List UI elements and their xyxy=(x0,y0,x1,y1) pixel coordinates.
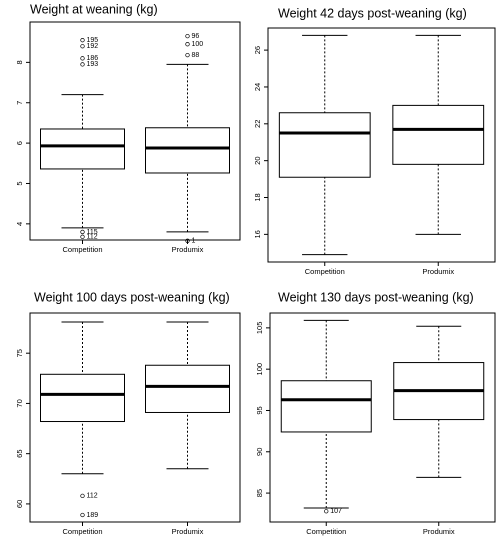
box xyxy=(145,127,230,174)
y-tick-label: 24 xyxy=(253,83,262,91)
y-tick-label: 8 xyxy=(15,60,24,64)
box xyxy=(278,112,371,178)
y-tick-label: 60 xyxy=(15,500,24,508)
chart-title: Weight at weaning (kg) xyxy=(30,2,158,16)
box xyxy=(40,128,125,170)
y-tick-label: 5 xyxy=(15,181,24,185)
panel: Weight 100 days post-weaning (kg) 60 65 70 7… xyxy=(15,290,241,536)
x-tick-label: Competition xyxy=(62,527,102,536)
outlier xyxy=(185,42,190,47)
plot-frame xyxy=(269,312,496,523)
chart-title: Weight 130 days post-weaning (kg) xyxy=(278,290,474,304)
outlier-label: 1 xyxy=(192,238,196,245)
plot-frame xyxy=(29,21,241,241)
outlier-label: 186 xyxy=(87,55,99,62)
outlier-label: 189 xyxy=(87,512,99,519)
x-tick-label: Produmix xyxy=(172,527,204,536)
outlier-label: 112 xyxy=(87,234,98,241)
y-tick-label: 7 xyxy=(15,101,24,105)
outlier xyxy=(185,238,190,243)
y-tick-label: 16 xyxy=(253,230,262,238)
panel: Weight at weaning (kg)45678Competition19… xyxy=(15,2,241,254)
outlier-label: 192 xyxy=(87,43,99,50)
y-tick-label: 70 xyxy=(15,399,24,407)
y-tick-label: 85 xyxy=(255,489,264,497)
x-tick-label: Produmix xyxy=(422,267,454,276)
outlier xyxy=(185,33,190,39)
x-tick-label: Competition xyxy=(62,245,102,254)
outlier-label: 88 xyxy=(192,52,200,59)
x-tick-label: Competition xyxy=(305,267,345,276)
plot-frame xyxy=(267,27,496,263)
outlier xyxy=(80,62,85,67)
panel: Weight 130 days post-weaning (kg) 85 90 95 1… xyxy=(255,290,496,536)
outlier-label: 115 xyxy=(87,229,98,236)
y-tick-label: 65 xyxy=(15,450,24,458)
outlier-label: 100 xyxy=(192,41,204,48)
box xyxy=(280,380,372,433)
outlier xyxy=(324,509,329,514)
y-tick-label: 90 xyxy=(255,448,264,456)
outlier xyxy=(80,229,85,235)
outlier-label: 193 xyxy=(87,61,99,68)
y-tick-label: 22 xyxy=(253,120,262,128)
box xyxy=(145,364,230,413)
outlier xyxy=(80,56,85,61)
plot-frame xyxy=(29,312,241,523)
y-tick-label: 100 xyxy=(255,363,264,376)
box xyxy=(40,373,125,423)
x-tick-label: Produmix xyxy=(423,527,455,536)
y-tick-label: 105 xyxy=(255,322,264,335)
outlier-label: 107 xyxy=(330,508,342,515)
outlier xyxy=(80,44,85,49)
chart-title: Weight 100 days post-weaning (kg) xyxy=(34,290,230,304)
panel: Weight 42 days post-weaning (kg) 16 18 20 22… xyxy=(253,6,496,276)
x-tick-label: Produmix xyxy=(172,245,204,254)
box xyxy=(392,104,485,165)
outlier xyxy=(80,512,85,518)
outlier-label: 112 xyxy=(87,493,98,500)
y-tick-label: 18 xyxy=(253,193,262,201)
outlier xyxy=(80,38,85,43)
y-tick-label: 6 xyxy=(15,141,24,145)
y-tick-label: 95 xyxy=(255,406,264,414)
outlier xyxy=(80,493,85,499)
outlier-label: 96 xyxy=(192,33,200,40)
outlier xyxy=(80,234,85,239)
outlier-label: 195 xyxy=(87,37,99,44)
y-tick-label: 20 xyxy=(253,156,262,164)
y-tick-label: 75 xyxy=(15,349,24,357)
y-tick-label: 26 xyxy=(253,46,262,54)
y-tick-label: 4 xyxy=(15,222,24,226)
outlier xyxy=(185,52,190,58)
chart-title: Weight 42 days post-weaning (kg) xyxy=(278,6,467,20)
x-tick-label: Competition xyxy=(306,527,346,536)
